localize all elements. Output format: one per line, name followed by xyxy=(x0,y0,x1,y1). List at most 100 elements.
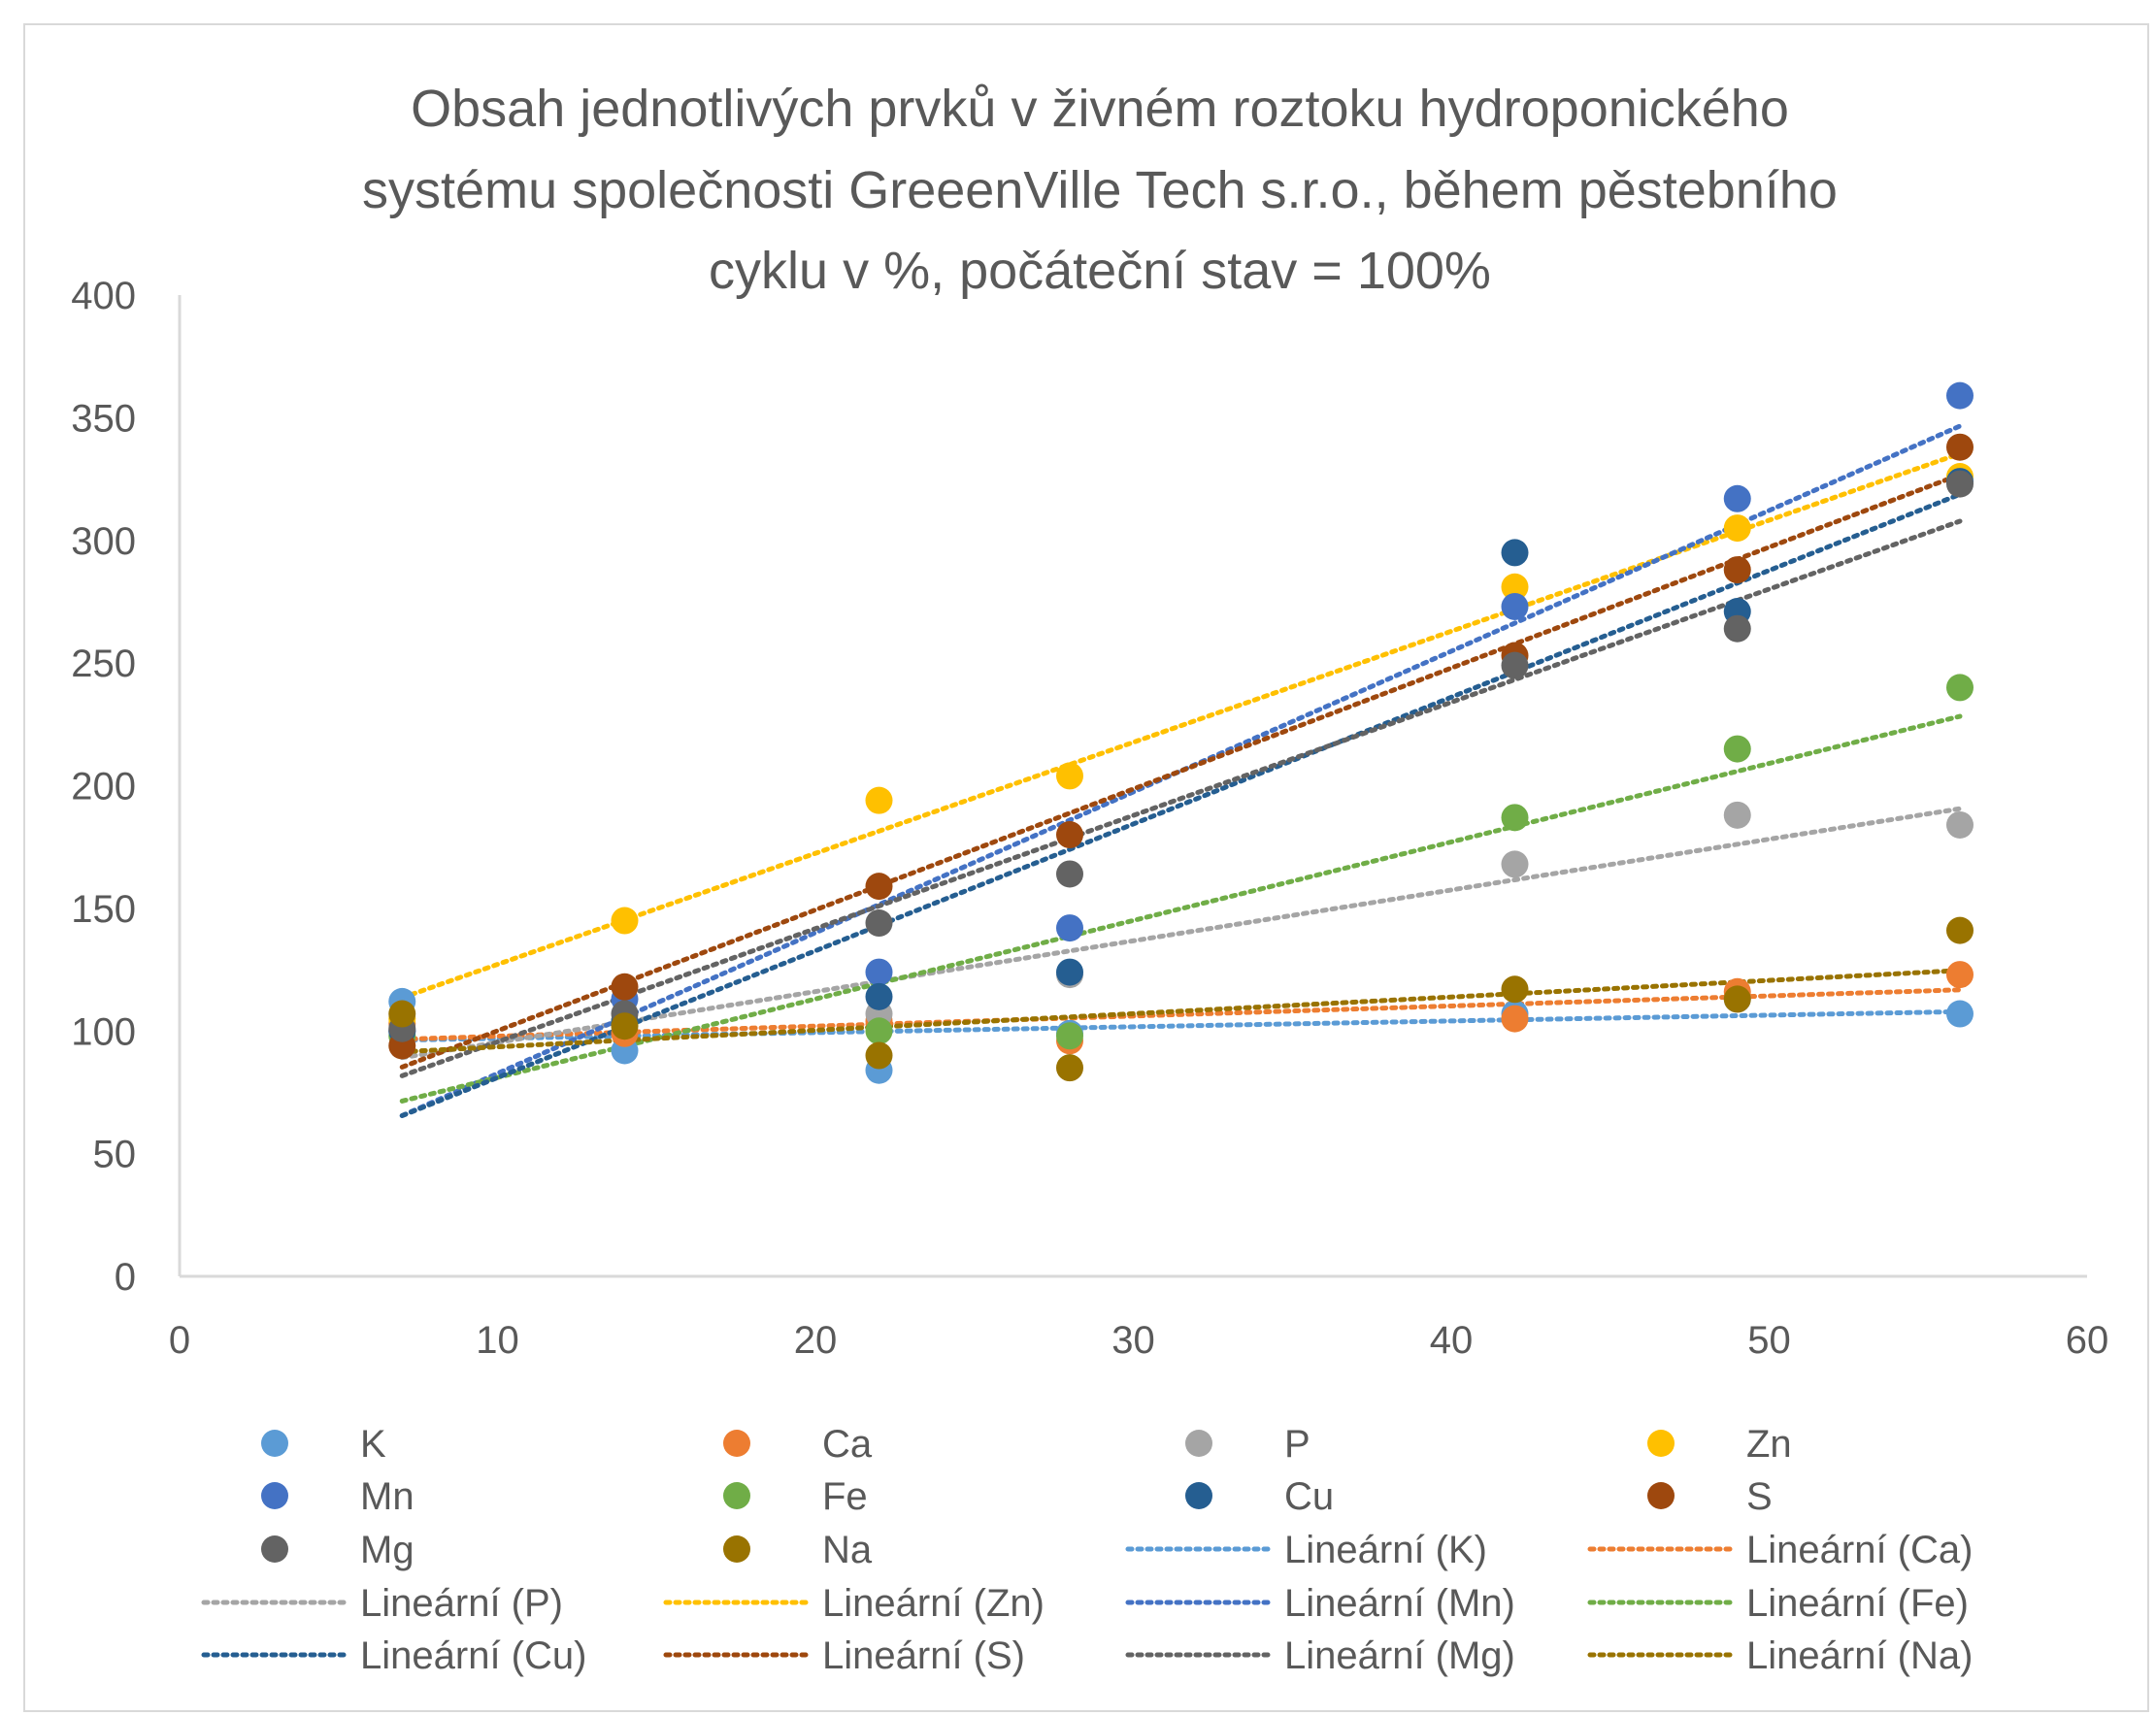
point-fe xyxy=(1056,1022,1083,1050)
point-zn xyxy=(865,786,893,814)
legend-label: Zn xyxy=(1746,1423,1792,1466)
point-ca xyxy=(1946,961,1974,989)
legend-marker xyxy=(261,1482,288,1509)
point-ca xyxy=(1501,1005,1529,1033)
y-tick-label: 250 xyxy=(71,643,136,685)
chart-title-line: systému společnosti GreeenVille Tech s.r… xyxy=(362,161,1838,219)
trendline-fe xyxy=(399,713,1963,1104)
legend-label: Lineární (Zn) xyxy=(822,1582,1045,1625)
legend-item-trend-cu: Lineární (Cu) xyxy=(201,1634,586,1677)
point-cu xyxy=(865,982,893,1010)
point-s xyxy=(1723,556,1751,584)
trendline-zn xyxy=(399,450,1963,1001)
point-zn xyxy=(611,907,639,935)
legend-marker xyxy=(261,1535,288,1563)
legend-label: K xyxy=(360,1423,386,1466)
point-p xyxy=(1723,801,1751,829)
trendline-ca xyxy=(399,987,1963,1042)
point-mn xyxy=(865,958,893,986)
y-tick-label: 350 xyxy=(71,397,136,440)
legend-label: Lineární (Ca) xyxy=(1746,1529,1973,1571)
point-na xyxy=(865,1041,893,1070)
legend-label: Mg xyxy=(360,1529,415,1571)
point-p xyxy=(1501,850,1529,878)
legend-label: Lineární (Na) xyxy=(1746,1634,1973,1677)
legend-item-trend-zn: Lineární (Zn) xyxy=(663,1582,1045,1625)
legend-label: Mn xyxy=(360,1475,415,1518)
point-mg xyxy=(1501,651,1529,679)
chart-title-line: cyklu v %, počáteční stav = 100% xyxy=(709,242,1491,300)
point-na xyxy=(1946,916,1974,944)
point-fe xyxy=(1723,735,1751,763)
point-zn xyxy=(1723,514,1751,543)
data-points xyxy=(388,381,1974,1084)
trendline-na xyxy=(399,968,1963,1055)
x-tick-label: 20 xyxy=(794,1319,838,1362)
legend-item-k: K xyxy=(261,1423,386,1466)
point-na xyxy=(1723,985,1751,1013)
legend-marker xyxy=(261,1430,288,1457)
point-cu xyxy=(1501,539,1529,567)
legend-label: Lineární (P) xyxy=(360,1582,563,1625)
legend-item-trend-k: Lineární (K) xyxy=(1125,1529,1487,1571)
y-tick-label: 400 xyxy=(71,275,136,317)
legend-label: Lineární (Mg) xyxy=(1284,1634,1515,1677)
legend-label: Lineární (S) xyxy=(822,1634,1025,1677)
legend-marker xyxy=(723,1535,750,1563)
point-fe xyxy=(1946,674,1974,702)
trendline-p xyxy=(399,806,1963,1061)
point-mg xyxy=(1723,614,1751,643)
point-na xyxy=(388,1000,416,1028)
point-mn xyxy=(1946,381,1974,410)
x-tick-label: 40 xyxy=(1430,1319,1474,1362)
point-k xyxy=(1946,1000,1974,1028)
legend-label: Lineární (K) xyxy=(1284,1529,1487,1571)
legend-item-mg: Mg xyxy=(261,1529,415,1571)
point-p xyxy=(1946,810,1974,839)
chart-title-line: Obsah jednotlivých prvků v živném roztok… xyxy=(411,80,1789,138)
point-zn xyxy=(1501,573,1529,601)
chart-frame xyxy=(23,23,2149,1712)
legend-label: S xyxy=(1746,1475,1773,1518)
legend-label: P xyxy=(1284,1423,1310,1466)
trendline-mg xyxy=(399,518,1963,1078)
legend-label: Na xyxy=(822,1529,873,1571)
point-na xyxy=(1501,975,1529,1004)
legend-item-trend-mg: Lineární (Mg) xyxy=(1125,1634,1515,1677)
x-tick-label: 60 xyxy=(2066,1319,2109,1362)
point-fe xyxy=(1501,804,1529,832)
point-mn xyxy=(1723,484,1751,512)
y-tick-label: 150 xyxy=(71,888,136,931)
point-na xyxy=(1056,1054,1083,1082)
legend-label: Lineární (Mn) xyxy=(1284,1582,1515,1625)
legend-marker xyxy=(723,1430,750,1457)
legend-label: Cu xyxy=(1284,1475,1334,1518)
point-s xyxy=(1056,821,1083,849)
legend-item-trend-s: Lineární (S) xyxy=(663,1634,1025,1677)
legend-marker xyxy=(1185,1430,1212,1457)
legend-marker xyxy=(1647,1482,1675,1509)
y-tick-label: 50 xyxy=(93,1134,137,1176)
point-mn xyxy=(1501,592,1529,620)
legend-item-trend-na: Lineární (Na) xyxy=(1587,1634,1973,1677)
point-mg xyxy=(1056,860,1083,888)
point-mg xyxy=(865,909,893,938)
x-tick-label: 0 xyxy=(169,1319,190,1362)
legend-item-p: P xyxy=(1185,1423,1310,1466)
legend-label: Fe xyxy=(822,1475,868,1518)
point-s xyxy=(865,873,893,901)
y-tick-label: 200 xyxy=(71,766,136,808)
x-tick-label: 30 xyxy=(1111,1319,1155,1362)
legend-item-trend-mn: Lineární (Mn) xyxy=(1125,1582,1515,1625)
legend-item-trend-p: Lineární (P) xyxy=(201,1582,563,1625)
legend-item-trend-ca: Lineární (Ca) xyxy=(1587,1529,1973,1571)
legend-item-zn: Zn xyxy=(1647,1423,1792,1466)
legend-item-na: Na xyxy=(723,1529,873,1571)
legend-marker xyxy=(723,1482,750,1509)
point-zn xyxy=(1056,762,1083,790)
y-tick-label: 0 xyxy=(115,1256,136,1299)
point-na xyxy=(611,1012,639,1040)
legend-marker xyxy=(1185,1482,1212,1509)
x-tick-label: 50 xyxy=(1747,1319,1791,1362)
legend-label: Lineární (Fe) xyxy=(1746,1582,1969,1625)
